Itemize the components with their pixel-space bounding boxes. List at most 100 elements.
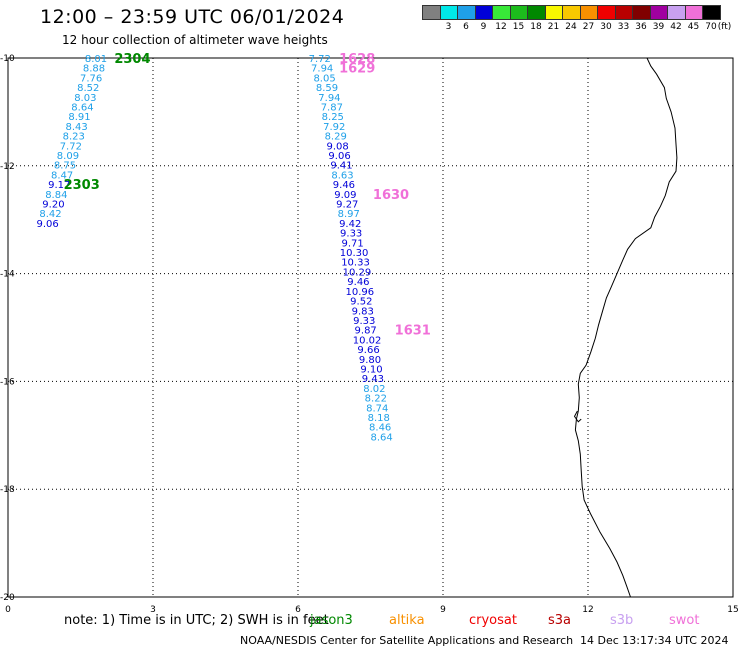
wave-height-value: 8.52 — [77, 83, 99, 94]
wave-height-value: 10.96 — [346, 287, 375, 298]
legend-label: 3 — [445, 22, 452, 32]
map-subtitle: 12 hour collection of altimeter wave hei… — [62, 33, 328, 47]
legend-label: 12 — [495, 22, 507, 32]
legend-label: 33 — [617, 22, 630, 32]
wave-height-value: 8.18 — [368, 413, 390, 424]
legend-label: 36 — [635, 22, 647, 32]
x-tick-label: 9 — [440, 605, 446, 615]
wave-height-value: 8.03 — [74, 93, 96, 104]
legend-label: 39 — [652, 22, 665, 32]
wave-height-value: 7.72 — [60, 141, 82, 152]
y-tick-label: -12 — [0, 162, 15, 172]
coastline-inlet — [573, 410, 582, 423]
wave-height-value: 8.75 — [54, 161, 76, 172]
wave-height-value: 8.97 — [338, 209, 360, 220]
legend-label: 6 — [463, 22, 469, 32]
satellite-label-s3a: s3a — [548, 613, 572, 628]
wave-height-value: 9.52 — [350, 297, 372, 308]
wave-height-value: 9.66 — [357, 345, 379, 356]
wave-height-value: 9.27 — [336, 200, 358, 211]
map-frame — [7, 57, 734, 598]
satellite-label-swot: swot — [669, 613, 700, 628]
legend-label: 27 — [582, 22, 595, 32]
legend-label: 24 — [565, 22, 577, 32]
wave-height-value: 8.43 — [66, 122, 88, 133]
wave-height-value: 7.87 — [321, 103, 343, 114]
pass-number-label: 1631 — [395, 324, 431, 339]
wave-height-value: 10.29 — [343, 267, 372, 278]
wave-height-value: 9.33 — [353, 316, 375, 327]
legend-label: 21 — [547, 22, 560, 32]
y-tick-label: -14 — [0, 270, 15, 280]
pass-number-label: 2304 — [114, 52, 150, 67]
wave-height-value: 8.64 — [71, 103, 93, 114]
y-tick-label: -10 — [0, 54, 15, 64]
x-tick-label: 3 — [150, 605, 156, 615]
wave-height-value: 9.43 — [362, 374, 384, 385]
wave-height-value: 8.59 — [316, 83, 338, 94]
wave-height-value: 9.41 — [330, 161, 352, 172]
legend-swatch — [702, 5, 721, 20]
satellite-label-altika: altika — [389, 613, 425, 628]
wave-height-value: 8.22 — [365, 394, 387, 405]
wave-height-value: 8.01 — [85, 54, 107, 65]
pass-number-label: 1628 — [339, 52, 375, 67]
wave-height-value: 9.08 — [327, 141, 349, 152]
wave-height-value: 8.23 — [63, 132, 85, 143]
footer-credit: NOAA/NESDIS Center for Satellite Applica… — [240, 634, 574, 647]
wave-height-value: 8.42 — [39, 209, 61, 220]
wave-height-value: 10.02 — [353, 335, 382, 346]
x-tick-label: 12 — [582, 605, 593, 615]
wave-height-value: 9.46 — [333, 180, 355, 191]
wave-height-value: 8.47 — [51, 170, 73, 181]
satellite-label-s3b: s3b — [610, 613, 634, 628]
wave-height-value: 9.17 — [48, 180, 70, 191]
wave-height-value: 8.63 — [331, 170, 353, 181]
wave-height-value: 7.94 — [318, 93, 340, 104]
footer-timestamp: 14 Dec 13:17:34 UTC 2024 — [580, 634, 729, 647]
legend-unit: (ft) — [717, 22, 732, 32]
wave-height-value: 10.30 — [340, 248, 369, 259]
wave-height-value: 9.80 — [359, 355, 381, 366]
legend-label: 30 — [600, 22, 612, 32]
x-tick-label: 15 — [727, 605, 738, 615]
legend-label: 45 — [687, 22, 700, 32]
satellite-label-jason3: jason3 — [310, 613, 353, 628]
wave-height-value: 8.02 — [363, 384, 385, 395]
y-tick-label: -18 — [0, 485, 15, 495]
note-text: note: 1) Time is in UTC; 2) SWH is in fe… — [64, 613, 329, 628]
y-tick-label: -20 — [0, 593, 15, 603]
legend-label: 15 — [512, 22, 525, 32]
wave-height-value: 8.09 — [57, 151, 79, 162]
wave-height-value: 8.88 — [83, 64, 105, 75]
wave-height-value: 8.84 — [45, 190, 67, 201]
wave-height-value: 8.46 — [369, 423, 391, 434]
wave-height-value: 8.05 — [313, 73, 335, 84]
legend-label: 42 — [670, 22, 682, 32]
wave-height-value: 9.33 — [340, 229, 362, 240]
wave-height-value: 9.46 — [347, 277, 369, 288]
wave-height-value: 9.42 — [339, 219, 361, 230]
wave-height-value: 8.91 — [68, 112, 90, 123]
wave-height-value: 9.06 — [37, 219, 59, 230]
wave-height-value: 7.94 — [311, 64, 333, 75]
wave-height-value: 8.64 — [370, 432, 392, 443]
wave-height-value: 9.09 — [334, 190, 356, 201]
wave-height-value: 9.06 — [328, 151, 350, 162]
wave-height-value: 9.10 — [360, 364, 382, 375]
wave-height-value: 8.29 — [325, 132, 347, 143]
wave-height-value: 7.72 — [309, 54, 331, 65]
map-title: 12:00 – 23:59 UTC 06/01/2024 — [40, 6, 345, 28]
y-tick-label: -16 — [0, 377, 15, 387]
wave-height-value: 8.25 — [322, 112, 344, 123]
pass-number-label: 1629 — [339, 62, 375, 77]
wave-height-value: 7.76 — [80, 73, 102, 84]
legend-label: 70 — [705, 22, 717, 32]
pass-number-label: 2303 — [64, 178, 100, 193]
pass-number-label: 1630 — [373, 188, 409, 203]
wave-height-value: 8.74 — [366, 403, 388, 414]
x-tick-label: 0 — [5, 605, 11, 615]
x-tick-label: 6 — [295, 605, 301, 615]
wave-height-value: 9.71 — [341, 238, 363, 249]
